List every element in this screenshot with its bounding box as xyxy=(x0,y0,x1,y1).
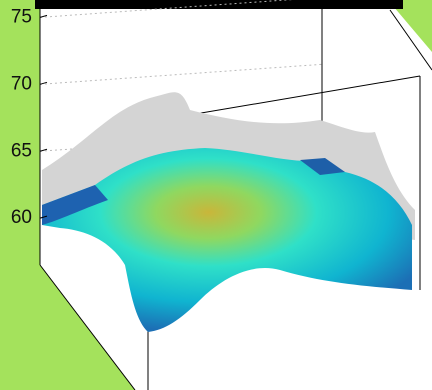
z-tick-label: 65 xyxy=(11,140,32,161)
z-tick-label: 60 xyxy=(11,207,32,228)
z-tick xyxy=(39,148,48,152)
z-axis: 60 65 70 75 xyxy=(11,6,48,228)
z-tick xyxy=(39,14,48,18)
z-tick xyxy=(39,215,48,219)
grid-line xyxy=(39,0,293,18)
grid-line xyxy=(39,63,323,85)
surface-edge xyxy=(42,185,108,225)
surface xyxy=(42,148,412,332)
surface-edge xyxy=(300,158,345,175)
z-tick xyxy=(39,81,48,85)
z-tick-label: 75 xyxy=(11,6,32,27)
title-bar xyxy=(35,0,403,9)
z-tick-label: 70 xyxy=(11,73,32,94)
